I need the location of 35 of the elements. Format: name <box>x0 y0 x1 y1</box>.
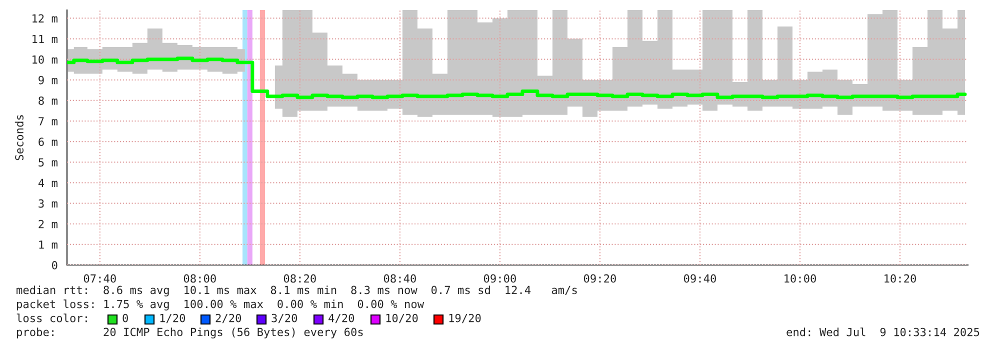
y-axis-title: Seconds <box>14 115 24 160</box>
y-tick-label: 2 m <box>38 220 58 228</box>
x-tick-label: 09:20 <box>584 274 616 283</box>
y-tick-label: 0 <box>52 261 58 270</box>
y-tick-label: 10 m <box>32 55 58 64</box>
x-tick-label: 07:40 <box>84 274 116 283</box>
y-tick-label: 6 m <box>38 138 58 146</box>
text: probe: 20 ICMP Echo Pings (56 Bytes) every 60s <box>17 328 363 338</box>
x-tick-label: 10:00 <box>784 274 816 283</box>
x-tick-label: 08:40 <box>384 274 416 283</box>
y-tick-label: 4 m <box>38 178 58 187</box>
text: 3/20 <box>272 314 298 324</box>
text: 1/20 <box>160 314 186 324</box>
y-tick-label: 9 m <box>38 76 58 84</box>
x-tick-label: 08:20 <box>284 274 316 283</box>
text: median rtt: 8.6 ms avg 10.1 ms max 8.1 ms min 8.3 ms now 0.7 ms sd 12.4 am/s <box>16 286 577 296</box>
y-tick-label: 5 m <box>38 158 58 167</box>
x-tick-label: 09:00 <box>484 274 516 283</box>
text: 19/20 <box>449 314 481 324</box>
y-tick-label: 1 m <box>39 240 58 249</box>
x-tick-label: 10:20 <box>884 274 916 283</box>
text: 0 <box>122 314 128 322</box>
text: 2/20 <box>216 314 242 324</box>
y-tick-label: 7 m <box>38 117 58 126</box>
text: end: Wed Jul 9 10:33:14 2025 <box>786 328 980 336</box>
text: loss color: <box>16 314 87 322</box>
y-tick-label: 12 m <box>32 14 58 22</box>
x-tick-label: 09:40 <box>684 274 716 283</box>
x-tick-label: 08:00 <box>184 274 216 283</box>
y-tick-label: 11 m <box>32 34 58 44</box>
text: packet loss: 1.75 % avg 100.00 % max 0.00 % min 0.00 % now <box>17 300 424 310</box>
y-tick-label: 3 m <box>38 199 58 208</box>
y-tick-label: 8 m <box>38 96 58 105</box>
text: 4/20 <box>328 314 354 324</box>
text: 10/20 <box>386 314 418 324</box>
